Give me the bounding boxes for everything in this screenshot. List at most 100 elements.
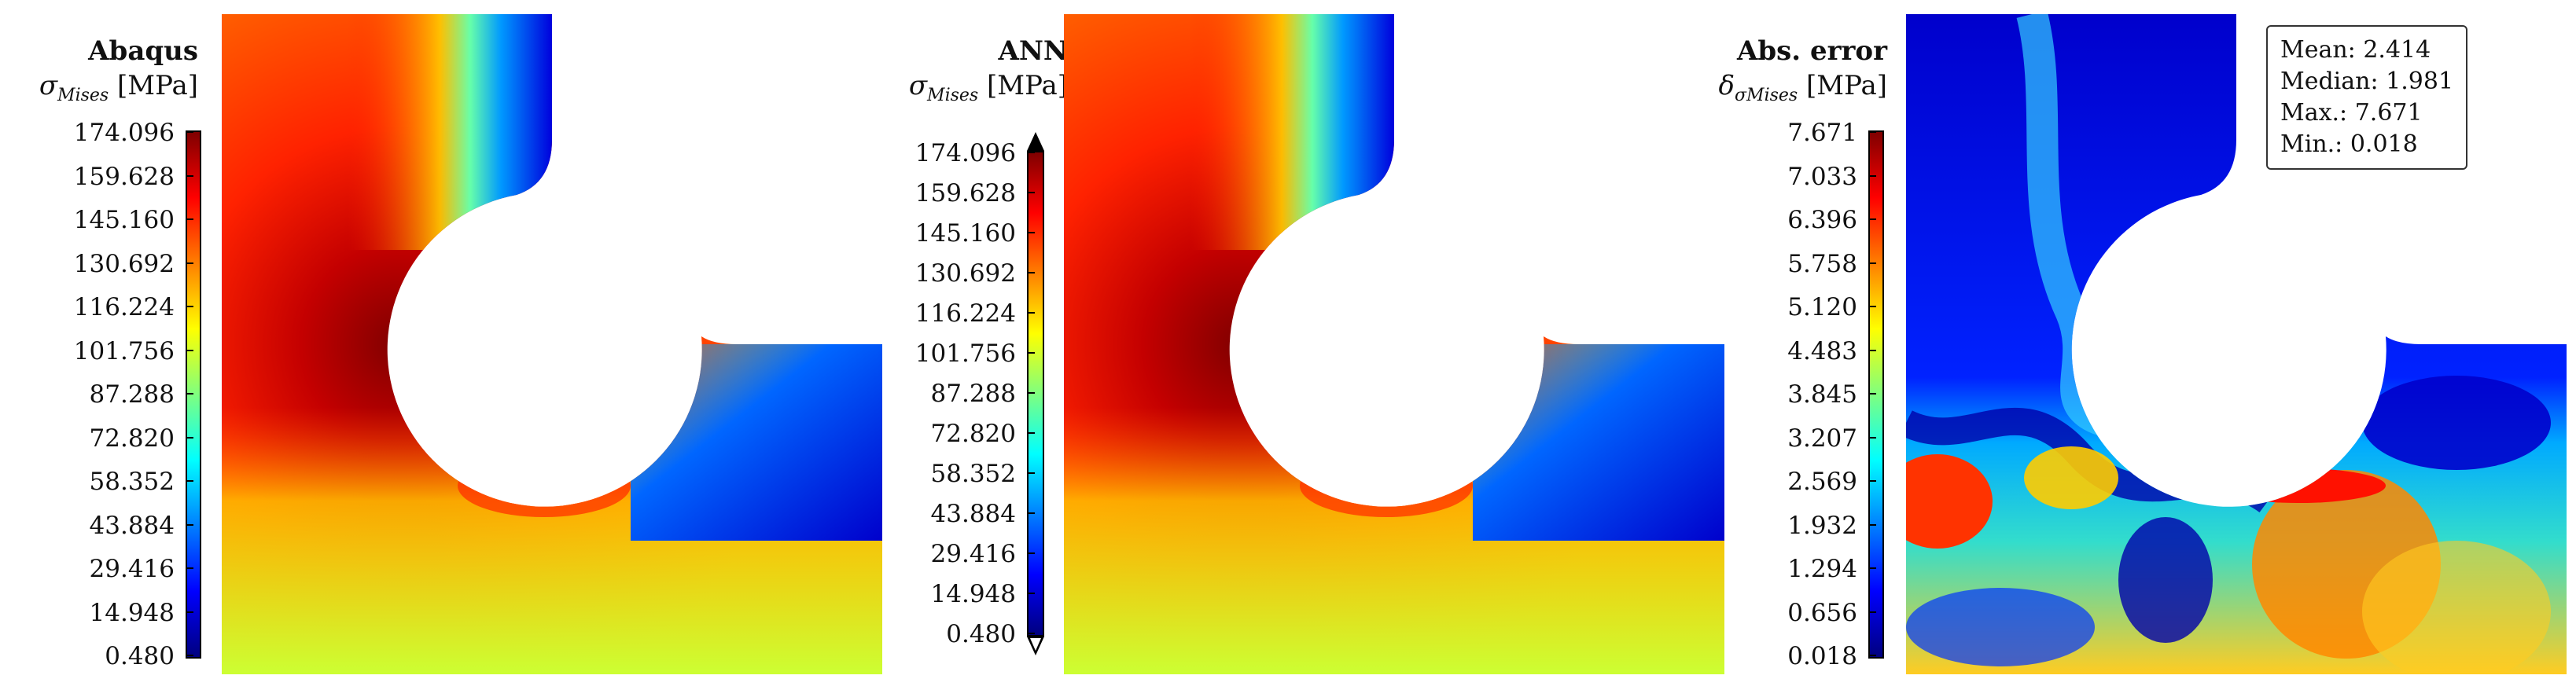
colorbar-tick-mark	[1868, 131, 1876, 133]
panel-ann: ANN σMises [MPa] 174.096 159.628 145.160 13…	[841, 0, 1724, 690]
stat-max: Max.: 7.671	[2280, 99, 2423, 127]
colorbar-tick-mark	[186, 262, 193, 264]
colorbar-tick-mark	[186, 174, 193, 177]
colorbar	[1868, 130, 1884, 659]
panel-title: Abaqus	[88, 35, 198, 67]
colorbar-extend-bottom-fill	[1030, 638, 1041, 651]
colorbar-tick-mark	[1868, 218, 1876, 220]
colorbar-tick-label: 174.096	[73, 119, 175, 147]
colorbar-tick-label: 0.480	[105, 642, 175, 670]
colorbar-tick-label: 7.671	[1787, 119, 1857, 147]
colorbar-tick-label: 14.948	[89, 598, 175, 627]
colorbar-tick-mark	[1868, 262, 1876, 264]
colorbar-tick-mark	[1868, 436, 1876, 439]
colorbar-tick-mark	[1868, 480, 1876, 482]
colorbar-tick-mark	[1868, 393, 1876, 395]
colorbar-tick-label: 58.352	[89, 468, 175, 496]
colorbar-tick-label: 130.692	[73, 249, 175, 278]
colorbar-tick-mark	[1027, 192, 1035, 193]
colorbar-tick-label: 29.416	[930, 540, 1016, 568]
colorbar-tick-label: 87.288	[930, 380, 1016, 408]
colorbar-tick-mark	[186, 611, 193, 613]
colorbar-tick-label: 1.932	[1787, 511, 1857, 540]
colorbar-tick-mark	[1027, 633, 1035, 634]
colorbar-tick-label: 7.033	[1787, 162, 1857, 191]
quantity-label: δσMises [MPa]	[1718, 70, 1887, 105]
colorbar-tick-mark	[1027, 352, 1035, 354]
colorbar-tick-mark	[186, 567, 193, 569]
colorbar	[1027, 151, 1044, 637]
colorbar-tick-label: 72.820	[930, 420, 1016, 448]
colorbar-tick-mark	[186, 393, 193, 395]
stress-field-plot	[222, 14, 882, 674]
colorbar-tick-label: 29.416	[89, 555, 175, 583]
panel-title: Abs. error	[1736, 35, 1887, 67]
colorbar-tick-mark	[186, 131, 193, 133]
panel-abs-error: Abs. error δσMises [MPa] 7.671 7.033 6.396…	[1683, 0, 2576, 690]
panel-abaqus: Abaqus σMises [MPa] 174.096 159.628 145.16…	[0, 0, 882, 690]
colorbar-tick-label: 43.884	[89, 511, 175, 540]
colorbar-tick-label: 5.120	[1787, 293, 1857, 321]
colorbar-tick-label: 0.656	[1787, 598, 1857, 627]
colorbar-tick-mark	[1868, 611, 1876, 613]
colorbar-tick-label: 145.160	[73, 206, 175, 234]
colorbar-tick-mark	[1027, 392, 1035, 394]
colorbar-tick-mark	[1027, 312, 1035, 314]
colorbar-tick-label: 43.884	[930, 500, 1016, 528]
colorbar-tick-label: 101.756	[914, 339, 1016, 368]
colorbar-tick-mark	[1868, 349, 1876, 351]
panel-title: ANN	[998, 35, 1068, 67]
colorbar-tick-label: 14.948	[930, 580, 1016, 608]
colorbar-tick-mark	[186, 218, 193, 220]
colorbar-tick-label: 0.018	[1787, 642, 1857, 670]
colorbar-tick-mark	[186, 655, 193, 656]
colorbar-tick-label: 116.224	[73, 293, 175, 321]
colorbar-tick-label: 2.569	[1787, 468, 1857, 496]
colorbar-tick-mark	[186, 480, 193, 482]
colorbar-tick-mark	[186, 349, 193, 351]
colorbar-tick-label: 3.845	[1787, 380, 1857, 409]
stress-field-plot	[1064, 14, 1724, 674]
colorbar-tick-mark	[1027, 272, 1035, 273]
colorbar-tick-label: 87.288	[89, 380, 175, 409]
colorbar-tick-mark	[1027, 152, 1035, 153]
stat-min: Min.: 0.018	[2280, 130, 2418, 158]
colorbar-tick-mark	[1027, 432, 1035, 434]
colorbar-extend-top	[1027, 132, 1044, 151]
colorbar-tick-label: 72.820	[89, 424, 175, 453]
colorbar-tick-label: 4.483	[1787, 336, 1857, 365]
stats-box: Mean: 2.414 Median: 1.981 Max.: 7.671 Mi…	[2266, 25, 2468, 170]
colorbar-tick-mark	[1868, 567, 1876, 569]
colorbar-tick-label: 174.096	[914, 139, 1016, 167]
quantity-label: σMises [MPa]	[908, 70, 1068, 105]
stat-mean: Mean: 2.414	[2280, 36, 2431, 64]
colorbar-tick-mark	[1027, 512, 1035, 514]
colorbar-tick-label: 159.628	[73, 162, 175, 191]
colorbar-tick-label: 5.758	[1787, 249, 1857, 278]
colorbar	[186, 130, 201, 659]
colorbar-tick-mark	[1868, 523, 1876, 526]
colorbar-tick-mark	[1027, 593, 1035, 594]
colorbar-tick-label: 6.396	[1787, 206, 1857, 234]
colorbar-tick-mark	[1027, 232, 1035, 233]
colorbar-tick-label: 116.224	[914, 299, 1016, 328]
colorbar-tick-label: 159.628	[914, 179, 1016, 207]
colorbar-tick-mark	[1868, 306, 1876, 307]
colorbar-tick-mark	[186, 523, 193, 526]
colorbar-tick-mark	[1027, 472, 1035, 474]
colorbar-tick-label: 130.692	[914, 259, 1016, 288]
colorbar-tick-mark	[1027, 552, 1035, 554]
quantity-label: σMises [MPa]	[39, 70, 198, 105]
colorbar-tick-label: 58.352	[930, 460, 1016, 488]
error-field-plot	[1906, 14, 2567, 674]
colorbar-tick-mark	[186, 436, 193, 439]
colorbar-tick-label: 101.756	[73, 336, 175, 365]
colorbar-tick-label: 1.294	[1787, 555, 1857, 583]
colorbar-tick-label: 145.160	[914, 219, 1016, 248]
colorbar-tick-label: 3.207	[1787, 424, 1857, 453]
stat-median: Median: 1.981	[2280, 68, 2454, 95]
colorbar-tick-mark	[1868, 174, 1876, 177]
colorbar-tick-mark	[1868, 655, 1876, 656]
colorbar-tick-label: 0.480	[946, 620, 1016, 648]
colorbar-tick-mark	[186, 306, 193, 307]
